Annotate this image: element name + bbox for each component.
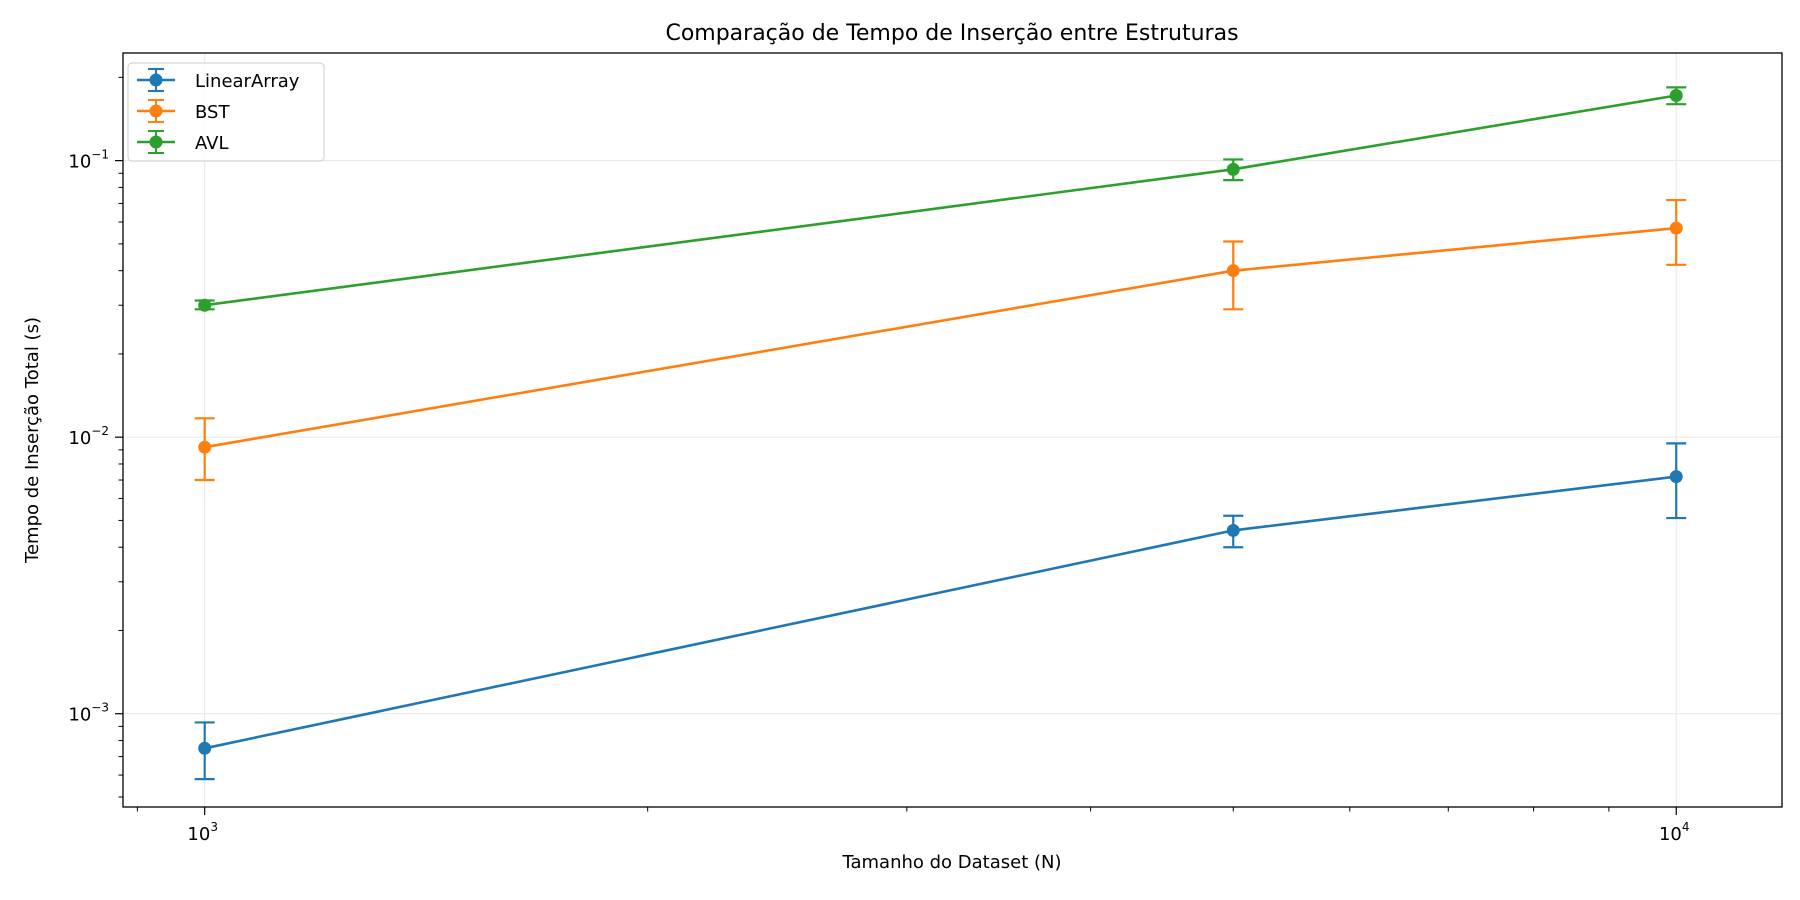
y-axis-label: Tempo de Inserção Total (s) bbox=[22, 317, 43, 564]
x-tick-label: 103 bbox=[187, 820, 218, 845]
series-bst bbox=[194, 198, 1687, 482]
grid bbox=[123, 53, 1782, 807]
y-tick-label: 10−3 bbox=[68, 701, 109, 726]
series-avl bbox=[194, 86, 1687, 312]
data-point bbox=[198, 741, 212, 755]
legend-box bbox=[127, 62, 325, 162]
legend-label: AVL bbox=[195, 133, 229, 154]
plot-frame bbox=[122, 52, 1783, 808]
data-point bbox=[198, 298, 212, 312]
data-point bbox=[1669, 470, 1683, 484]
legend: LinearArray BST AVL bbox=[127, 62, 325, 162]
data-point bbox=[1226, 264, 1240, 278]
legend-label: BST bbox=[195, 102, 230, 123]
axis-ticks: 103 104 10−3 10−2 10−1 bbox=[68, 76, 1690, 845]
legend-marker bbox=[149, 73, 163, 87]
legend-label: LinearArray bbox=[195, 71, 300, 92]
x-axis-label: Tamanho do Dataset (N) bbox=[841, 852, 1061, 873]
legend-marker bbox=[149, 135, 163, 149]
plot-series bbox=[194, 86, 1687, 781]
series-line bbox=[204, 475, 1677, 750]
series-lineararray bbox=[194, 442, 1687, 781]
y-tick-label: 10−2 bbox=[68, 424, 109, 449]
legend-item: BST bbox=[137, 99, 230, 123]
x-tick-label: 104 bbox=[1659, 820, 1690, 845]
data-point bbox=[1226, 523, 1240, 537]
legend-item: AVL bbox=[137, 130, 229, 154]
data-point bbox=[1669, 88, 1683, 102]
legend-item: LinearArray bbox=[137, 68, 300, 92]
series-line bbox=[204, 226, 1677, 449]
chart-title: Comparação de Tempo de Inserção entre Es… bbox=[665, 21, 1238, 46]
series-line bbox=[204, 94, 1677, 307]
data-point bbox=[1226, 162, 1240, 176]
y-tick-label: 10−1 bbox=[68, 148, 109, 173]
data-point bbox=[198, 440, 212, 454]
legend-marker bbox=[149, 104, 163, 118]
data-point bbox=[1669, 221, 1683, 235]
